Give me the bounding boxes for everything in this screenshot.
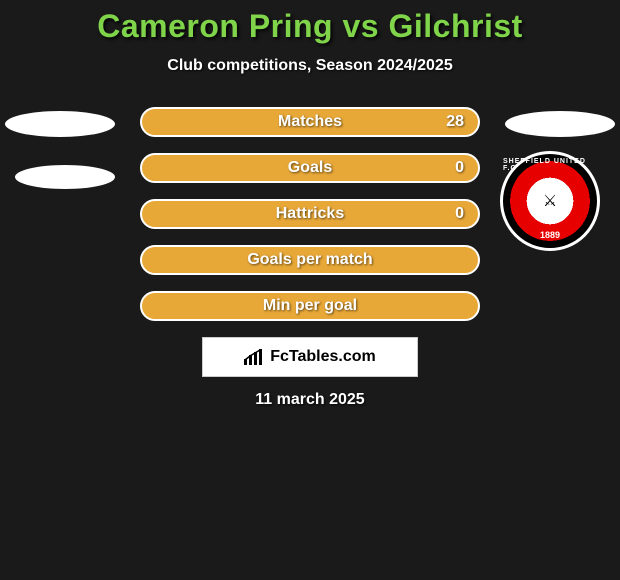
chart-icon [244,349,264,365]
stat-value: 0 [455,159,464,177]
swords-icon: ⚔ [543,191,557,211]
stat-label: Goals per match [247,251,372,269]
badge-ring: SHEFFIELD UNITED F.C ⚔ 1889 [500,151,600,251]
main-container: Cameron Pring vs Gilchrist Club competit… [0,0,620,409]
stat-value: 28 [446,113,464,131]
stat-label: Min per goal [263,297,357,315]
subtitle: Club competitions, Season 2024/2025 [0,57,620,75]
brand-box: FcTables.com [202,337,418,377]
stat-value: 0 [455,205,464,223]
stat-row-goals-per-match: Goals per match [140,245,480,275]
brand-name: FcTables.com [270,348,376,366]
badge-top-text: SHEFFIELD UNITED F.C [503,158,597,172]
left-team-marker-2 [15,165,115,189]
stats-area: SHEFFIELD UNITED F.C ⚔ 1889 Matches 28 G… [0,107,620,409]
page-title: Cameron Pring vs Gilchrist [0,8,620,45]
stat-row-min-per-goal: Min per goal [140,291,480,321]
left-team-marker [5,111,115,137]
date-label: 11 march 2025 [0,391,620,409]
stat-label: Goals [288,159,332,177]
stat-row-goals: Goals 0 [140,153,480,183]
stat-row-matches: Matches 28 [140,107,480,137]
stat-label: Hattricks [276,205,344,223]
badge-inner: ⚔ [533,184,568,219]
club-badge: SHEFFIELD UNITED F.C ⚔ 1889 [500,151,600,251]
stat-label: Matches [278,113,342,131]
stat-row-hattricks: Hattricks 0 [140,199,480,229]
badge-year: 1889 [540,230,560,240]
right-team-marker [505,111,615,137]
